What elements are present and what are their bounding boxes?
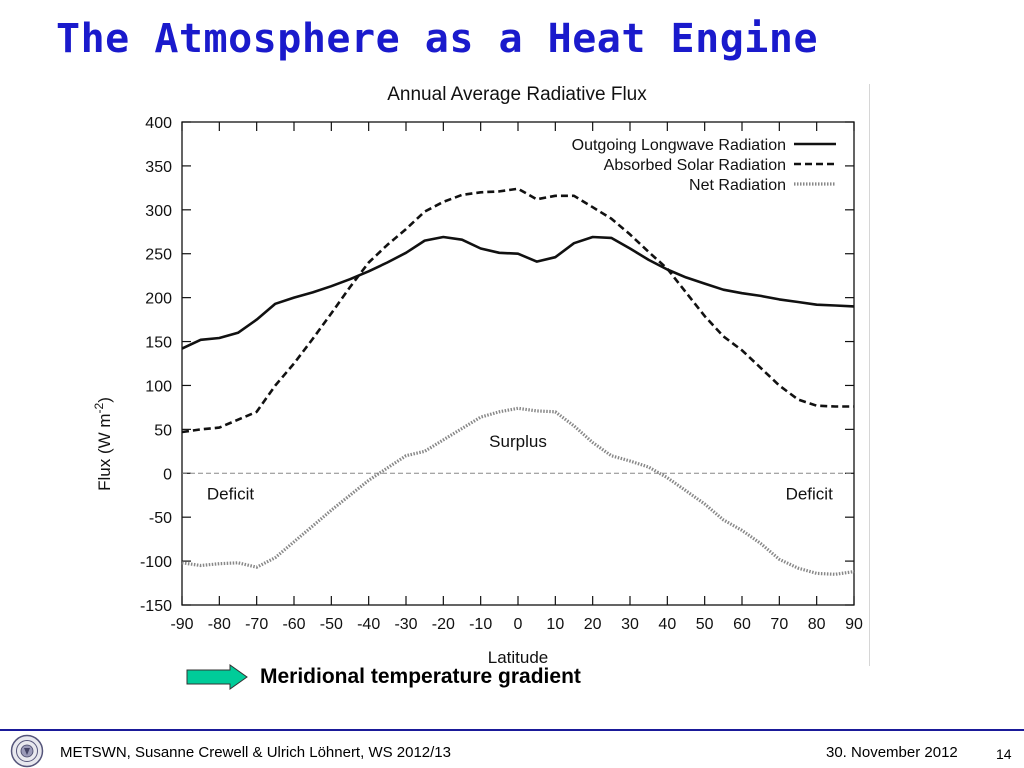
series-line-absorbed-solar-radiation xyxy=(181,187,854,434)
y-tick-label: -50 xyxy=(149,510,172,527)
y-tick-label: 400 xyxy=(145,115,172,132)
x-tick-label: -50 xyxy=(320,616,343,633)
legend-label: Net Radiation xyxy=(689,177,786,194)
y-tick-label: -100 xyxy=(140,554,172,571)
legend-label: Outgoing Longwave Radiation xyxy=(572,137,786,154)
y-tick-label: 100 xyxy=(145,378,172,395)
y-tick-label: 250 xyxy=(145,247,172,264)
series-line-net-radiation xyxy=(181,406,855,576)
x-tick-label: 20 xyxy=(584,616,602,633)
y-tick-label: 50 xyxy=(154,422,172,439)
meridional-gradient-row: Meridional temperature gradient xyxy=(186,664,581,690)
x-tick-label: 90 xyxy=(845,616,863,633)
legend-label: Absorbed Solar Radiation xyxy=(604,157,786,174)
y-tick-label: 0 xyxy=(163,466,172,483)
x-tick-label: 60 xyxy=(733,616,751,633)
x-tick-label: -70 xyxy=(245,616,268,633)
gradient-label: Meridional temperature gradient xyxy=(260,665,581,688)
annotation-surplus: Surplus xyxy=(489,432,547,451)
university-seal-logo xyxy=(10,734,44,768)
x-tick-label: 40 xyxy=(658,616,676,633)
footer-course-info: METSWN, Susanne Crewell & Ulrich Löhnert… xyxy=(60,744,451,761)
x-tick-label: -60 xyxy=(282,616,305,633)
right-arrow-icon xyxy=(186,664,248,690)
y-axis-title-text: Flux (W m xyxy=(95,413,114,490)
annotation-deficit: Deficit xyxy=(207,485,255,504)
y-tick-label: -150 xyxy=(140,598,172,615)
y-tick-label: 200 xyxy=(145,291,172,308)
radiative-flux-chart: Annual Average Radiative Flux 4003503002… xyxy=(92,84,870,667)
plot-frame xyxy=(181,121,855,606)
page-number: 14 xyxy=(996,746,1012,762)
x-tick-label: 70 xyxy=(770,616,788,633)
x-axis-title: Latitude xyxy=(488,648,549,667)
x-tick-label: -10 xyxy=(469,616,492,633)
x-tick-label: 0 xyxy=(514,616,523,633)
x-tick-label: -30 xyxy=(394,616,417,633)
chart-title: Annual Average Radiative Flux xyxy=(387,84,647,105)
y-tick-label: 300 xyxy=(145,203,172,220)
x-tick-label: -40 xyxy=(357,616,380,633)
slide-title: The Atmosphere as a Heat Engine xyxy=(56,16,819,62)
annotation-deficit: Deficit xyxy=(786,485,834,504)
x-tick-label: 30 xyxy=(621,616,639,633)
x-tick-label: 80 xyxy=(808,616,826,633)
y-tick-label: 350 xyxy=(145,159,172,176)
series-line-outgoing-longwave-radiation xyxy=(181,235,855,350)
x-tick-label: 50 xyxy=(696,616,714,633)
y-tick-label: 150 xyxy=(145,335,172,352)
y-axis-title-exponent: -2 xyxy=(92,402,106,413)
footer-date: 30. November 2012 xyxy=(826,744,958,761)
x-tick-label: -80 xyxy=(208,616,231,633)
y-axis-title-close: ) xyxy=(95,397,114,403)
footer-divider xyxy=(0,729,1024,731)
x-tick-label: 10 xyxy=(546,616,564,633)
x-tick-label: -20 xyxy=(432,616,455,633)
y-axis-title: Flux (W m-2) xyxy=(92,397,114,491)
x-tick-label: -90 xyxy=(170,616,193,633)
chart-legend: Outgoing Longwave Radiation Absorbed Sola… xyxy=(572,137,836,194)
